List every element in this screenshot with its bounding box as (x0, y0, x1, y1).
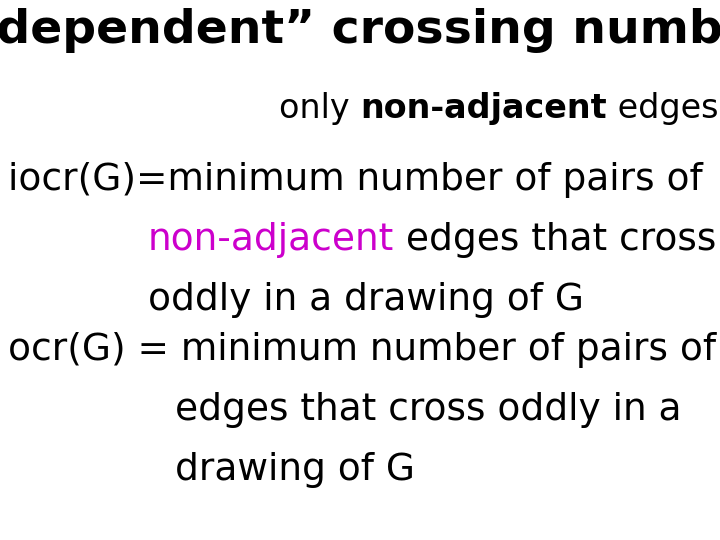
Text: “Independent” crossing numbers: “Independent” crossing numbers (0, 8, 720, 53)
Text: oddly in a drawing of G: oddly in a drawing of G (148, 282, 584, 318)
Text: only: only (279, 92, 360, 125)
Text: edges that cross oddly in a: edges that cross oddly in a (175, 392, 682, 428)
Text: non-adjacent: non-adjacent (360, 92, 607, 125)
Text: drawing of G: drawing of G (175, 452, 415, 488)
Text: ocr(G) = minimum number of pairs of: ocr(G) = minimum number of pairs of (8, 332, 716, 368)
Text: non-adjacent: non-adjacent (148, 222, 395, 258)
Text: edges contribute: edges contribute (607, 92, 720, 125)
Text: iocr(G)=minimum number of pairs of: iocr(G)=minimum number of pairs of (8, 162, 703, 198)
Text: edges that cross: edges that cross (395, 222, 716, 258)
